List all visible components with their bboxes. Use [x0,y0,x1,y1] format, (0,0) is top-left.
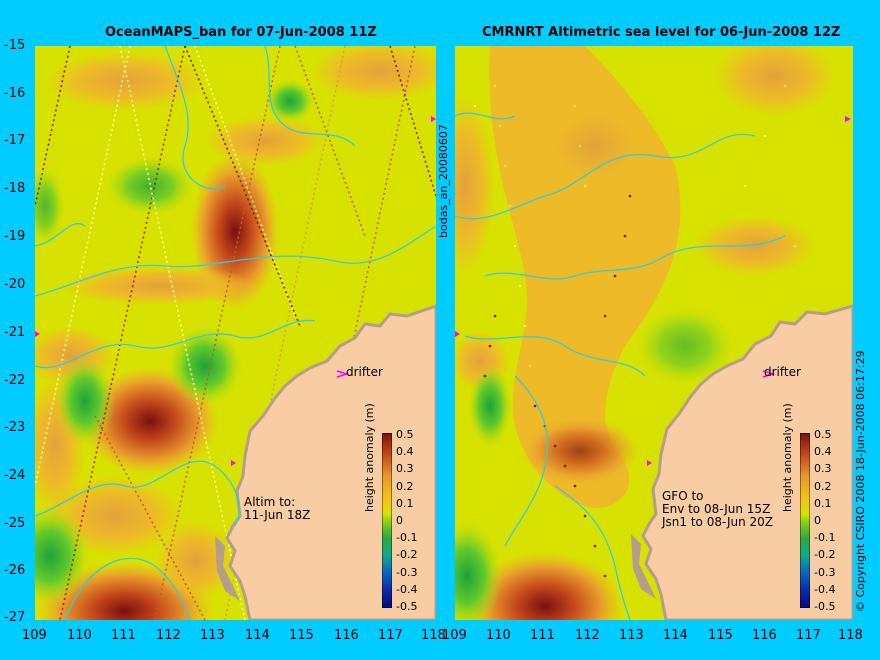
x-tick: 110 [67,628,92,643]
x-tick: 115 [289,628,314,643]
x-tick: 109 [442,628,467,643]
right-altim-note: GFO to Env to 08-Jun 15Z Jsn1 to 08-Jun … [662,489,774,529]
y-tick: -26 [4,563,26,578]
x-tick: 116 [752,628,777,643]
x-tick: 110 [486,628,511,643]
colorbar-tick: 0 [814,514,821,527]
colorbar-tick: 0.2 [814,480,832,493]
colorbar-tick: -0.2 [814,548,836,561]
y-tick: -22 [4,373,26,388]
y-tick: -15 [4,38,26,53]
left-map-title: OceanMAPS_ban for 07-Jun-2008 11Z [105,25,377,40]
right-colorbar-label: height anomaly (m) [781,403,794,512]
x-tick: 118 [421,628,446,643]
x-tick: 113 [200,628,225,643]
x-tick: 111 [530,628,555,643]
y-tick: -17 [4,133,26,148]
y-tick: -16 [4,86,26,101]
colorbar-tick: -0.3 [814,566,836,579]
left-colorbar-ramp [382,433,392,608]
colorbar-tick: -0.1 [396,531,418,544]
x-tick: 112 [156,628,181,643]
x-tick: 113 [619,628,644,643]
copyright-label: © Copyright CSIRO 2008 18-Jun-2008 06:17… [854,350,867,612]
colorbar-tick: 0.5 [396,428,414,441]
colorbar-tick: -0.5 [396,600,418,613]
x-tick: 114 [245,628,270,643]
x-tick: 117 [378,628,403,643]
x-tick: 109 [22,628,47,643]
colorbar-tick: 0 [396,514,403,527]
x-tick: 111 [111,628,136,643]
y-tick: -24 [4,468,26,483]
colorbar-tick: 0.5 [814,428,832,441]
drifter-marker [431,116,436,122]
right-drifter-label: drifter [764,365,801,379]
drifter-marker [762,370,776,378]
colorbar-tick: 0.4 [814,445,832,458]
colorbar-tick: -0.2 [396,548,418,561]
colorbar-tick: 0.1 [814,497,832,510]
colorbar-tick: 0.2 [396,480,414,493]
x-tick: 118 [838,628,863,643]
right-map-title: CMRNRT Altimetric sea level for 06-Jun-2… [482,25,841,40]
y-tick: -27 [4,610,26,625]
colorbar-tick: -0.3 [396,566,418,579]
drifter-marker [336,370,350,378]
x-tick: 112 [575,628,600,643]
right-map [455,46,853,620]
colorbar-tick: -0.5 [814,600,836,613]
y-tick: -19 [4,229,26,244]
y-tick: -20 [4,277,26,292]
right-colorbar-ramp [800,433,810,608]
run-id-label: bodas_an_20080607 [437,124,450,238]
left-drifter-label: drifter [346,365,383,379]
colorbar-tick: -0.1 [814,531,836,544]
x-tick: 115 [708,628,733,643]
x-tick: 114 [663,628,688,643]
colorbar-tick: -0.4 [814,583,836,596]
colorbar-tick: -0.4 [396,583,418,596]
y-tick: -23 [4,420,26,435]
colorbar-tick: 0.4 [396,445,414,458]
x-tick: 117 [796,628,821,643]
left-altim-note: Altim to: 11-Jun 18Z [244,495,311,522]
colorbar-tick: 0.1 [396,497,414,510]
left-map [35,46,436,620]
y-tick: -21 [4,325,26,340]
y-tick: -18 [4,181,26,196]
drifter-marker [845,116,851,122]
x-tick: 116 [334,628,359,643]
y-tick: -25 [4,516,26,531]
left-colorbar-label: height anomaly (m) [363,403,376,512]
colorbar-tick: 0.3 [814,462,832,475]
colorbar-tick: 0.3 [396,462,414,475]
